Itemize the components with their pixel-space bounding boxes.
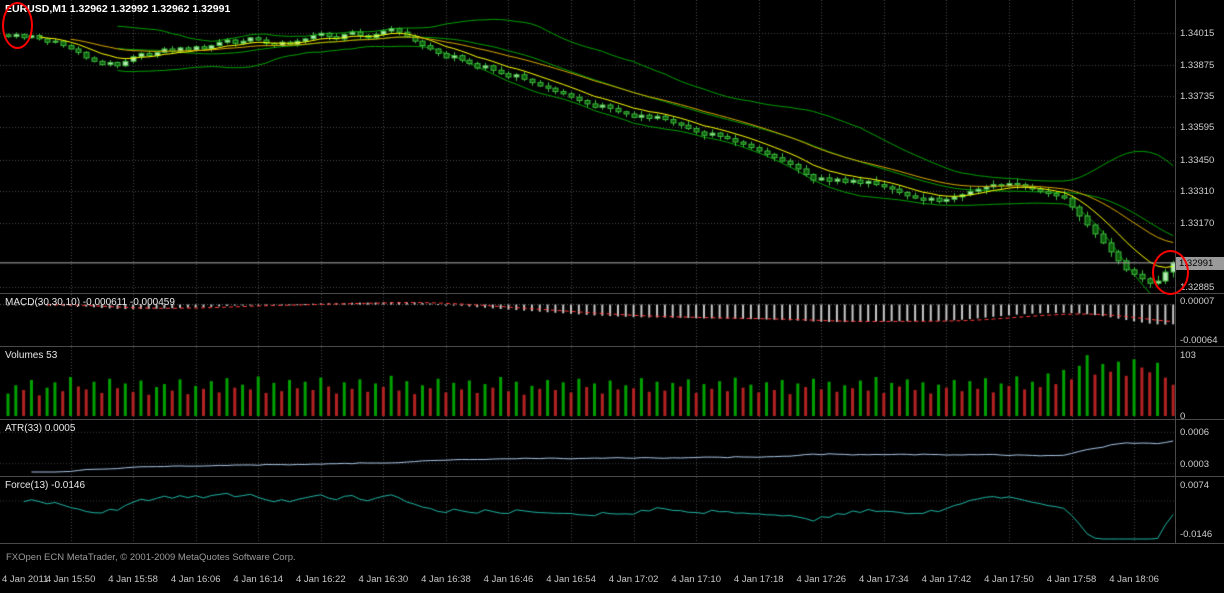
macd-label: MACD(30,30,10) -0.000611 -0.000459 [5, 297, 175, 308]
time-axis-label: 4 Jan 16:46 [483, 574, 534, 585]
volumes-canvas[interactable] [0, 347, 1224, 419]
macd-axis[interactable]: 0.00007 -0.00064 [1175, 294, 1224, 346]
force-label: Force(13) -0.0146 [5, 480, 86, 491]
time-axis-label: 4 Jan 15:58 [108, 574, 158, 585]
indicator-axis-label: 103 [1180, 350, 1196, 362]
price-axis-label: 1.33875 [1180, 59, 1215, 71]
time-axis[interactable]: FXOpen ECN MetaTrader, © 2001-2009 MetaQ… [0, 543, 1224, 593]
indicator-axis-label: 0 [1180, 411, 1186, 422]
price-axis-label: 1.33450 [1180, 154, 1215, 166]
time-axis-label: 4 Jan 18:06 [1109, 574, 1159, 585]
time-axis-label: 4 Jan 17:58 [1046, 574, 1097, 585]
volumes-panel: Volumes 53 103 0 [0, 346, 1224, 422]
price-axis-label: 1.33595 [1180, 122, 1215, 134]
indicator-axis-label: -0.00064 [1180, 334, 1218, 346]
time-axis-label: 4 Jan 17:18 [733, 574, 784, 585]
price-axis-label: 1.33170 [1180, 217, 1215, 229]
time-axis-label: 4 Jan 16:54 [546, 574, 596, 585]
copyright-text: FXOpen ECN MetaTrader, © 2001-2009 MetaQ… [6, 552, 296, 563]
main-chart-canvas[interactable] [0, 0, 1224, 293]
main-chart-panel: EURUSD,M1 1.32962 1.32992 1.32962 1.3299… [0, 0, 1224, 295]
price-axis-label: 1.32885 [1180, 281, 1215, 293]
time-axis-label: 4 Jan 17:02 [608, 574, 659, 585]
atr-axis[interactable]: 0.0006 0.0003 [1175, 420, 1224, 476]
atr-panel: ATR(33) 0.0005 0.0006 0.0003 [0, 419, 1224, 476]
time-axis-label: 4 Jan 16:38 [421, 574, 471, 585]
time-axis-label: 4 Jan 16:22 [295, 574, 346, 585]
macd-canvas[interactable] [0, 294, 1224, 346]
price-axis-label: 1.34015 [1180, 28, 1215, 40]
indicator-axis-label: 0.00007 [1180, 295, 1215, 307]
time-axis-label: 4 Jan 17:42 [921, 574, 972, 585]
time-axis-label: 4 Jan 17:10 [671, 574, 721, 585]
annotation-circle-end [1152, 250, 1189, 295]
time-axis-label: 4 Jan 17:26 [796, 574, 847, 585]
price-axis-label: 1.33310 [1180, 186, 1215, 198]
indicator-axis-label: -0.0146 [1180, 528, 1213, 540]
time-axis-label: 4 Jan 15:50 [45, 574, 96, 585]
chart-title: EURUSD,M1 1.32962 1.32992 1.32962 1.3299… [5, 3, 231, 15]
atr-canvas[interactable] [0, 420, 1224, 476]
force-axis[interactable]: 0.0074 -0.0146 [1175, 477, 1224, 543]
atr-label: ATR(33) 0.0005 [5, 423, 76, 434]
time-axis-label: 4 Jan 16:06 [170, 574, 221, 585]
volumes-axis[interactable]: 103 0 [1175, 347, 1224, 422]
macd-panel: MACD(30,30,10) -0.000611 -0.000459 0.000… [0, 293, 1224, 346]
indicator-axis-label: 0.0006 [1180, 427, 1210, 439]
time-axis-label: 4 Jan 16:30 [358, 574, 409, 585]
time-axis-label: 4 Jan 2011 [2, 574, 49, 585]
force-canvas[interactable] [0, 477, 1224, 543]
price-axis[interactable]: 1.34015 1.33875 1.33735 1.33595 1.33450 1.333… [1175, 0, 1224, 293]
price-axis-label: 1.33735 [1180, 91, 1215, 103]
indicator-axis-label: 0.0074 [1180, 479, 1210, 491]
volumes-label: Volumes 53 [5, 350, 58, 361]
indicator-axis-label: 0.0003 [1180, 458, 1210, 470]
time-axis-label: 4 Jan 16:14 [233, 574, 284, 585]
force-panel: Force(13) -0.0146 0.0074 -0.0146 [0, 476, 1224, 543]
time-axis-label: 4 Jan 17:50 [984, 574, 1034, 585]
annotation-circle-start [2, 2, 33, 49]
time-axis-label: 4 Jan 17:34 [859, 574, 909, 585]
